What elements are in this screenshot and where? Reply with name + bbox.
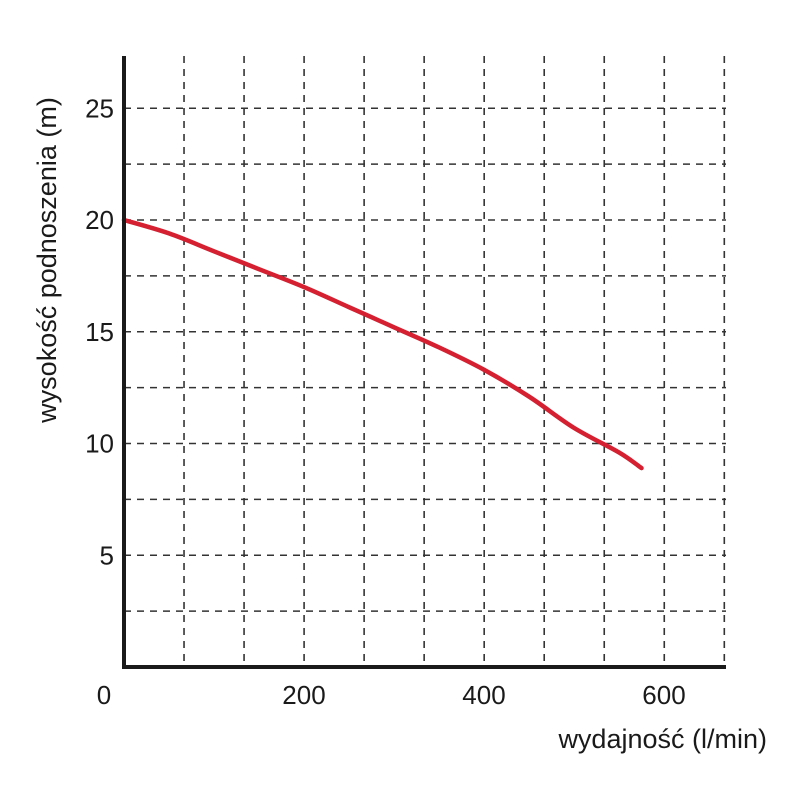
y-tick-label: 15 bbox=[85, 317, 114, 347]
series-layer bbox=[121, 217, 644, 471]
tick-labels: 0 200 400 600 5 10 15 20 25 bbox=[85, 93, 686, 710]
x-tick-label: 0 bbox=[97, 680, 111, 710]
y-axis-title: wysokość podnoszenia (m) bbox=[32, 97, 62, 424]
y-tick-label: 20 bbox=[85, 205, 114, 235]
x-axis-title: wydajność (l/min) bbox=[557, 724, 767, 754]
x-tick-label: 600 bbox=[642, 680, 685, 710]
series-line-0 bbox=[121, 217, 644, 471]
y-tick-label: 25 bbox=[85, 93, 114, 123]
grid bbox=[124, 56, 726, 667]
y-tick-label: 10 bbox=[85, 429, 114, 459]
axes bbox=[122, 56, 726, 669]
x-tick-label: 200 bbox=[282, 680, 325, 710]
y-tick-label: 5 bbox=[100, 540, 114, 570]
x-tick-label: 400 bbox=[462, 680, 505, 710]
